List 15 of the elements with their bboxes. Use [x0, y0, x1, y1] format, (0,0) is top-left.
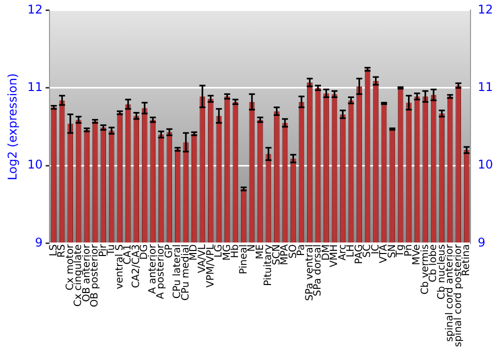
- y-tick-label: 12: [27, 2, 43, 16]
- x-tick-label: Tg: [395, 244, 406, 258]
- y-tick-label: 9: [35, 235, 43, 250]
- x-tick-label: Retina: [461, 244, 472, 276]
- x-tick-label: A posterior: [156, 243, 167, 300]
- y-tick-label: 11: [27, 80, 43, 94]
- x-tick-label: ME: [254, 244, 266, 260]
- x-tick-label: OB posterior: [90, 243, 101, 308]
- y-axis-title: Log2 (expression): [5, 73, 20, 180]
- y2-tick-label: 11: [478, 80, 494, 94]
- y2-tick-label: 10: [478, 158, 494, 172]
- y2-tick-label: 12: [478, 2, 494, 16]
- y2-tick-label: 9: [478, 235, 486, 250]
- y-tick-label: 10: [27, 158, 43, 172]
- x-tick-label: Pituitary: [263, 244, 274, 286]
